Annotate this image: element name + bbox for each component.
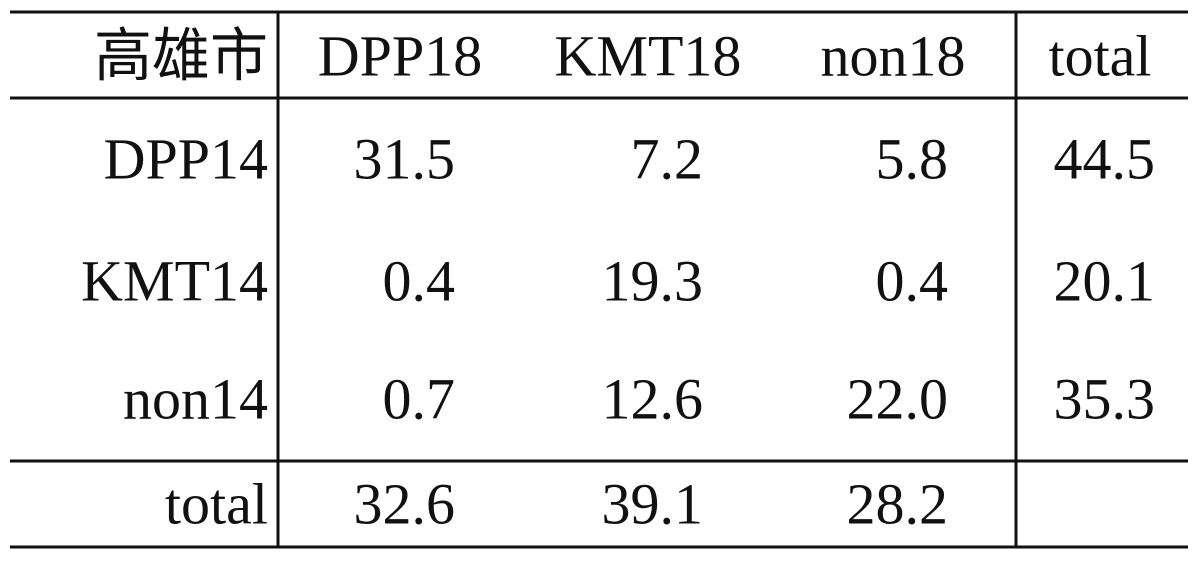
cell: 0.7 [383, 366, 456, 431]
cell: 32.6 [354, 471, 456, 536]
header-cell: KMT18 [555, 23, 742, 88]
row-label: non14 [123, 366, 268, 431]
cell: 22.0 [847, 366, 949, 431]
cell: 5.8 [876, 126, 949, 191]
cell: 20.1 [1054, 248, 1156, 313]
row-label: total [165, 471, 268, 536]
cell: 39.1 [602, 471, 704, 536]
header-cell: DPP18 [318, 23, 482, 88]
header-cell: total [1048, 23, 1151, 88]
cell: 7.2 [631, 126, 704, 191]
cell: 28.2 [847, 471, 949, 536]
row-label: KMT14 [81, 248, 268, 313]
cell: 12.6 [602, 366, 704, 431]
cell: 0.4 [383, 248, 456, 313]
header-cell: 高雄市 [94, 23, 268, 88]
cell: 0.4 [876, 248, 949, 313]
cell: 35.3 [1054, 366, 1156, 431]
cell: 31.5 [354, 126, 456, 191]
cell: 19.3 [602, 248, 704, 313]
cell: 44.5 [1054, 126, 1156, 191]
header-cell: non18 [821, 23, 966, 88]
row-label: DPP14 [104, 126, 268, 191]
